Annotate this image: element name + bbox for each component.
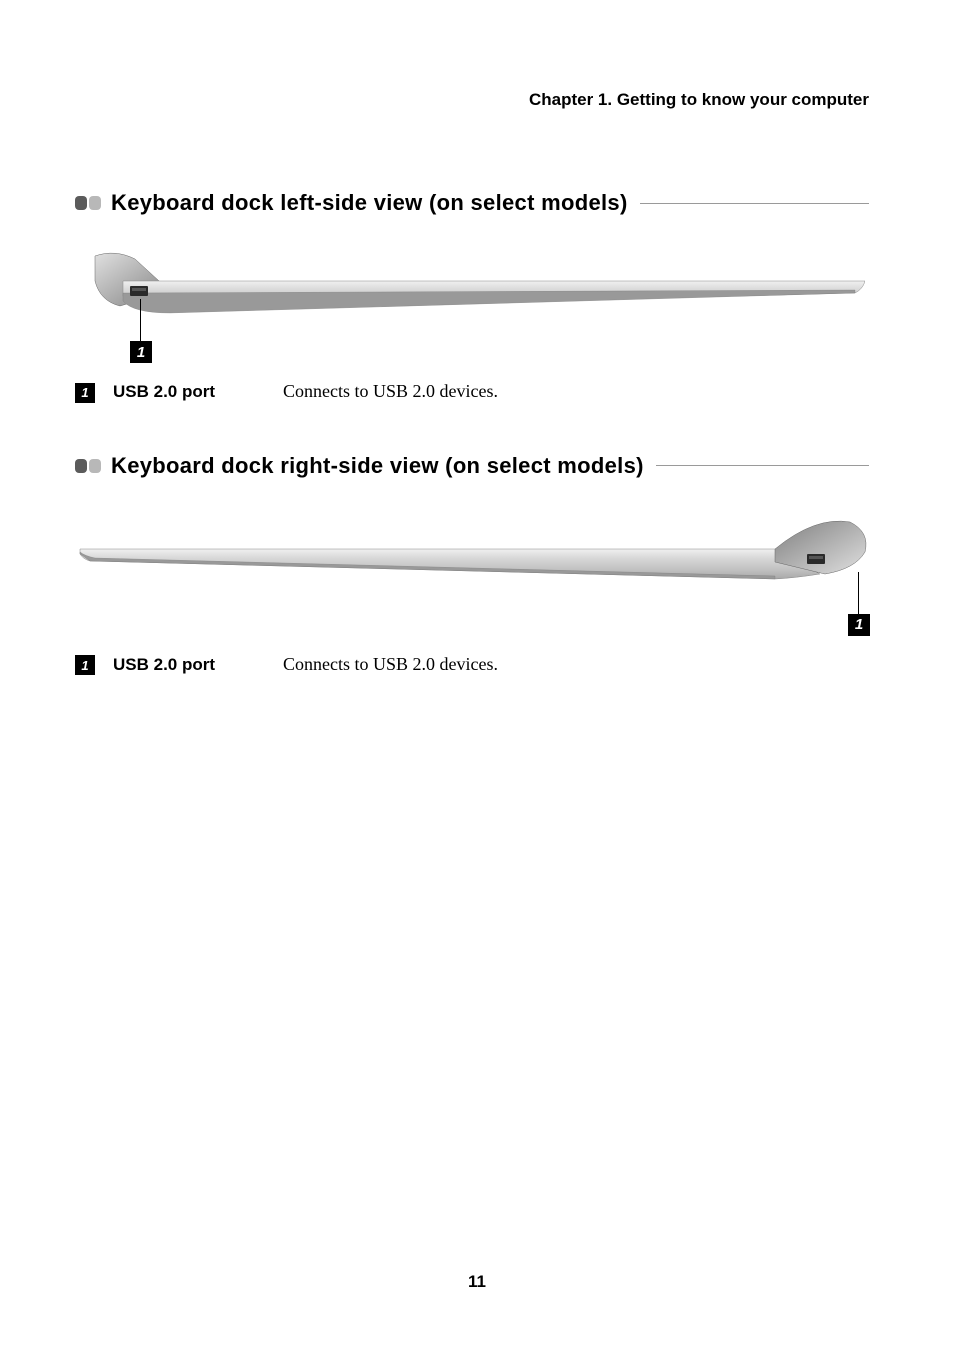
- item-label-left: USB 2.0 port: [113, 382, 283, 402]
- chapter-title: Chapter 1. Getting to know your computer: [529, 90, 869, 109]
- section-title-right: Keyboard dock right-side view (on select…: [111, 453, 644, 479]
- item-description-left: Connects to USB 2.0 devices.: [283, 381, 498, 402]
- item-number-box: 1: [75, 655, 95, 675]
- dock-left-svg: [75, 251, 865, 341]
- description-row-right: 1 USB 2.0 port Connects to USB 2.0 devic…: [75, 654, 869, 676]
- item-number-box: 1: [75, 383, 95, 403]
- callout-line: [858, 572, 859, 614]
- section-title-left: Keyboard dock left-side view (on select …: [111, 190, 628, 216]
- page-number: 11: [0, 1272, 954, 1292]
- page-header: Chapter 1. Getting to know your computer: [75, 90, 869, 110]
- bullet-dark-icon: [75, 196, 87, 210]
- bullet-dark-icon: [75, 459, 87, 473]
- description-row-left: 1 USB 2.0 port Connects to USB 2.0 devic…: [75, 381, 869, 403]
- diagram-right-container: 1: [75, 514, 869, 634]
- bullet-decoration: [75, 459, 101, 473]
- section-title-row-right: Keyboard dock right-side view (on select…: [75, 453, 869, 479]
- callout-number-right: 1: [848, 614, 870, 636]
- bullet-light-icon: [89, 459, 101, 473]
- bullet-decoration: [75, 196, 101, 210]
- callout-number-left: 1: [130, 341, 152, 363]
- item-label-right: USB 2.0 port: [113, 655, 283, 675]
- bullet-light-icon: [89, 196, 101, 210]
- item-description-right: Connects to USB 2.0 devices.: [283, 654, 498, 675]
- dock-right-svg: [75, 514, 875, 609]
- keyboard-dock-left-diagram: 1: [75, 251, 865, 361]
- title-divider: [656, 465, 869, 466]
- keyboard-dock-right-diagram: 1: [75, 514, 865, 634]
- callout-line: [140, 299, 141, 341]
- diagram-left-container: 1: [75, 251, 869, 361]
- title-divider: [640, 203, 869, 204]
- section-title-row-left: Keyboard dock left-side view (on select …: [75, 190, 869, 216]
